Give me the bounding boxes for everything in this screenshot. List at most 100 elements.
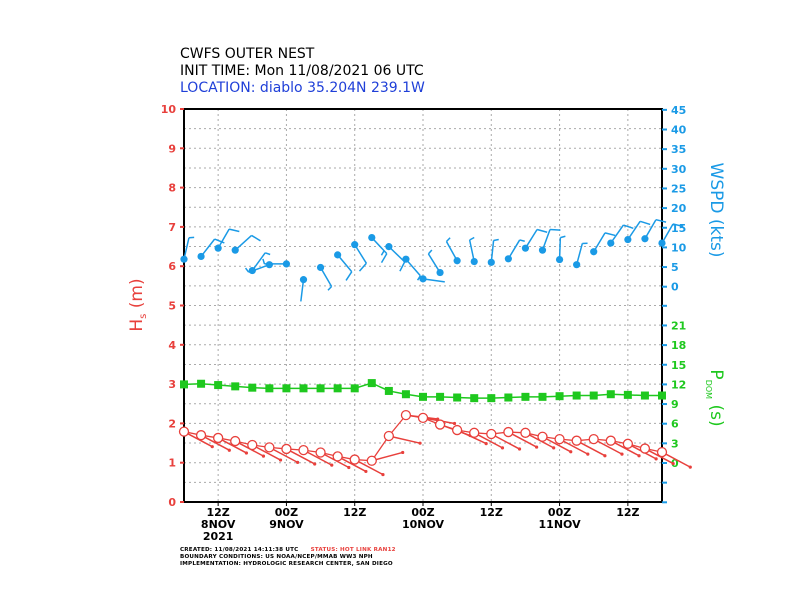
wind-barb-half-feather (327, 285, 333, 291)
wspd-tick-label: 0 (671, 281, 679, 294)
hs-direction-arrow (559, 438, 589, 455)
wspd-marker (573, 261, 581, 269)
wind-barb-feather (604, 232, 616, 237)
hs-tick-label: 1 (168, 457, 176, 470)
tp-marker (248, 383, 257, 392)
hs-tick-label: 0 (168, 496, 176, 509)
hs-marker (469, 427, 480, 438)
wind-barb-half-feather (264, 252, 271, 256)
hs-tick-label: 4 (168, 339, 176, 352)
tp-marker (572, 391, 581, 400)
hs-marker (622, 438, 634, 449)
wind-barb-staff (524, 229, 538, 249)
wind-barb-staff (575, 243, 584, 265)
hs-direction-arrow (542, 436, 572, 453)
hs-marker (639, 443, 651, 454)
wind-barb-staff (422, 278, 445, 283)
wind-barb-staff (337, 254, 353, 273)
wind-barb-feather (251, 234, 261, 242)
hs-marker (230, 435, 241, 447)
wspd-marker (521, 244, 530, 252)
hs-marker (383, 430, 395, 442)
wspd-marker (299, 276, 308, 284)
wind-barb-staff (248, 263, 270, 273)
wind-barb-staff (445, 241, 458, 262)
hs-marker (434, 419, 446, 430)
x-tick-label: 12Z (343, 506, 366, 519)
tp-tick-label: 6 (671, 418, 679, 431)
hs-marker (178, 426, 190, 437)
tp-marker (265, 384, 274, 393)
hs-marker (195, 430, 207, 441)
hs-marker (315, 447, 326, 458)
x-tick-label: 00Z (411, 506, 434, 519)
wind-barb-half-feather (469, 236, 475, 241)
hs-direction-arrow (661, 451, 691, 468)
wind-barb-staff (300, 279, 305, 302)
hs-arrow-head (569, 450, 573, 454)
footer-created-line: CREATED: 11/08/2021 14:11:38 UTC STATUS:… (180, 547, 396, 554)
tp-tick-label: 9 (671, 398, 679, 411)
hs-tick-label: 7 (168, 221, 176, 234)
wspd-tick-label: 45 (671, 104, 686, 117)
wind-barb-staff (593, 232, 606, 253)
tp-marker (282, 384, 291, 393)
hs-marker (298, 444, 309, 456)
hs-marker (486, 428, 497, 440)
hs-arrow-head (210, 445, 214, 449)
wind-barb-feather (358, 262, 367, 272)
wind-barb-half-feather (519, 239, 525, 242)
x-tick-label: 2021 (203, 530, 234, 543)
wind-barb-feather (549, 228, 561, 231)
wind-barb-feather (639, 220, 651, 226)
wind-barb-staff (319, 267, 333, 287)
hs-marker (417, 412, 429, 424)
wind-barb-staff (627, 220, 641, 240)
hs-marker (349, 454, 360, 465)
hs-arrow-head (261, 454, 266, 458)
wind-barb-staff (234, 234, 253, 251)
wspd-marker (436, 268, 444, 277)
wind-barb-feather (655, 218, 667, 223)
wind-barb-feather (536, 228, 548, 234)
wspd-marker (624, 235, 632, 244)
wind-barb-staff (661, 223, 674, 244)
x-tick-label: 00Z (548, 506, 571, 519)
tp-marker (606, 390, 615, 399)
hs-axis-label: Hs (m) (127, 278, 149, 331)
tp-marker (231, 382, 240, 391)
x-tick-label: 12Z (206, 506, 229, 519)
hs-direction-arrow (576, 440, 606, 457)
wspd-tick-label: 25 (671, 182, 686, 195)
hs-marker (264, 442, 275, 453)
wind-barb-half-feather (493, 238, 499, 242)
tp-marker (419, 392, 427, 401)
tp-marker (384, 386, 393, 395)
wspd-marker (590, 248, 598, 256)
wspd-axis-label: WSPD (kts) (706, 163, 726, 258)
wind-barb-staff (490, 240, 495, 263)
hs-direction-arrow (251, 444, 281, 461)
tp-marker (538, 392, 547, 401)
hs-arrow-head (313, 462, 317, 466)
hs-arrow-head (620, 452, 624, 456)
hs-marker (247, 439, 258, 451)
tp-marker (299, 384, 308, 393)
tp-marker (197, 379, 206, 388)
wind-barb-feather (228, 228, 240, 233)
tp-marker (367, 379, 376, 388)
x-tick-label: 00Z (275, 506, 298, 519)
status-text: STATUS: HOT LINK RAN12 (310, 547, 396, 553)
hs-direction-arrow (217, 437, 247, 454)
wspd-tick-label: 5 (671, 261, 679, 274)
hs-marker (281, 443, 292, 455)
hs-marker (520, 427, 531, 438)
tp-marker (521, 392, 530, 401)
hs-arrow-head (586, 452, 590, 456)
tp-tick-label: 12 (671, 378, 686, 391)
hs-marker (366, 455, 377, 466)
hs-marker (571, 435, 582, 446)
tp-marker (623, 390, 632, 399)
tp-tick-label: 21 (671, 319, 686, 332)
